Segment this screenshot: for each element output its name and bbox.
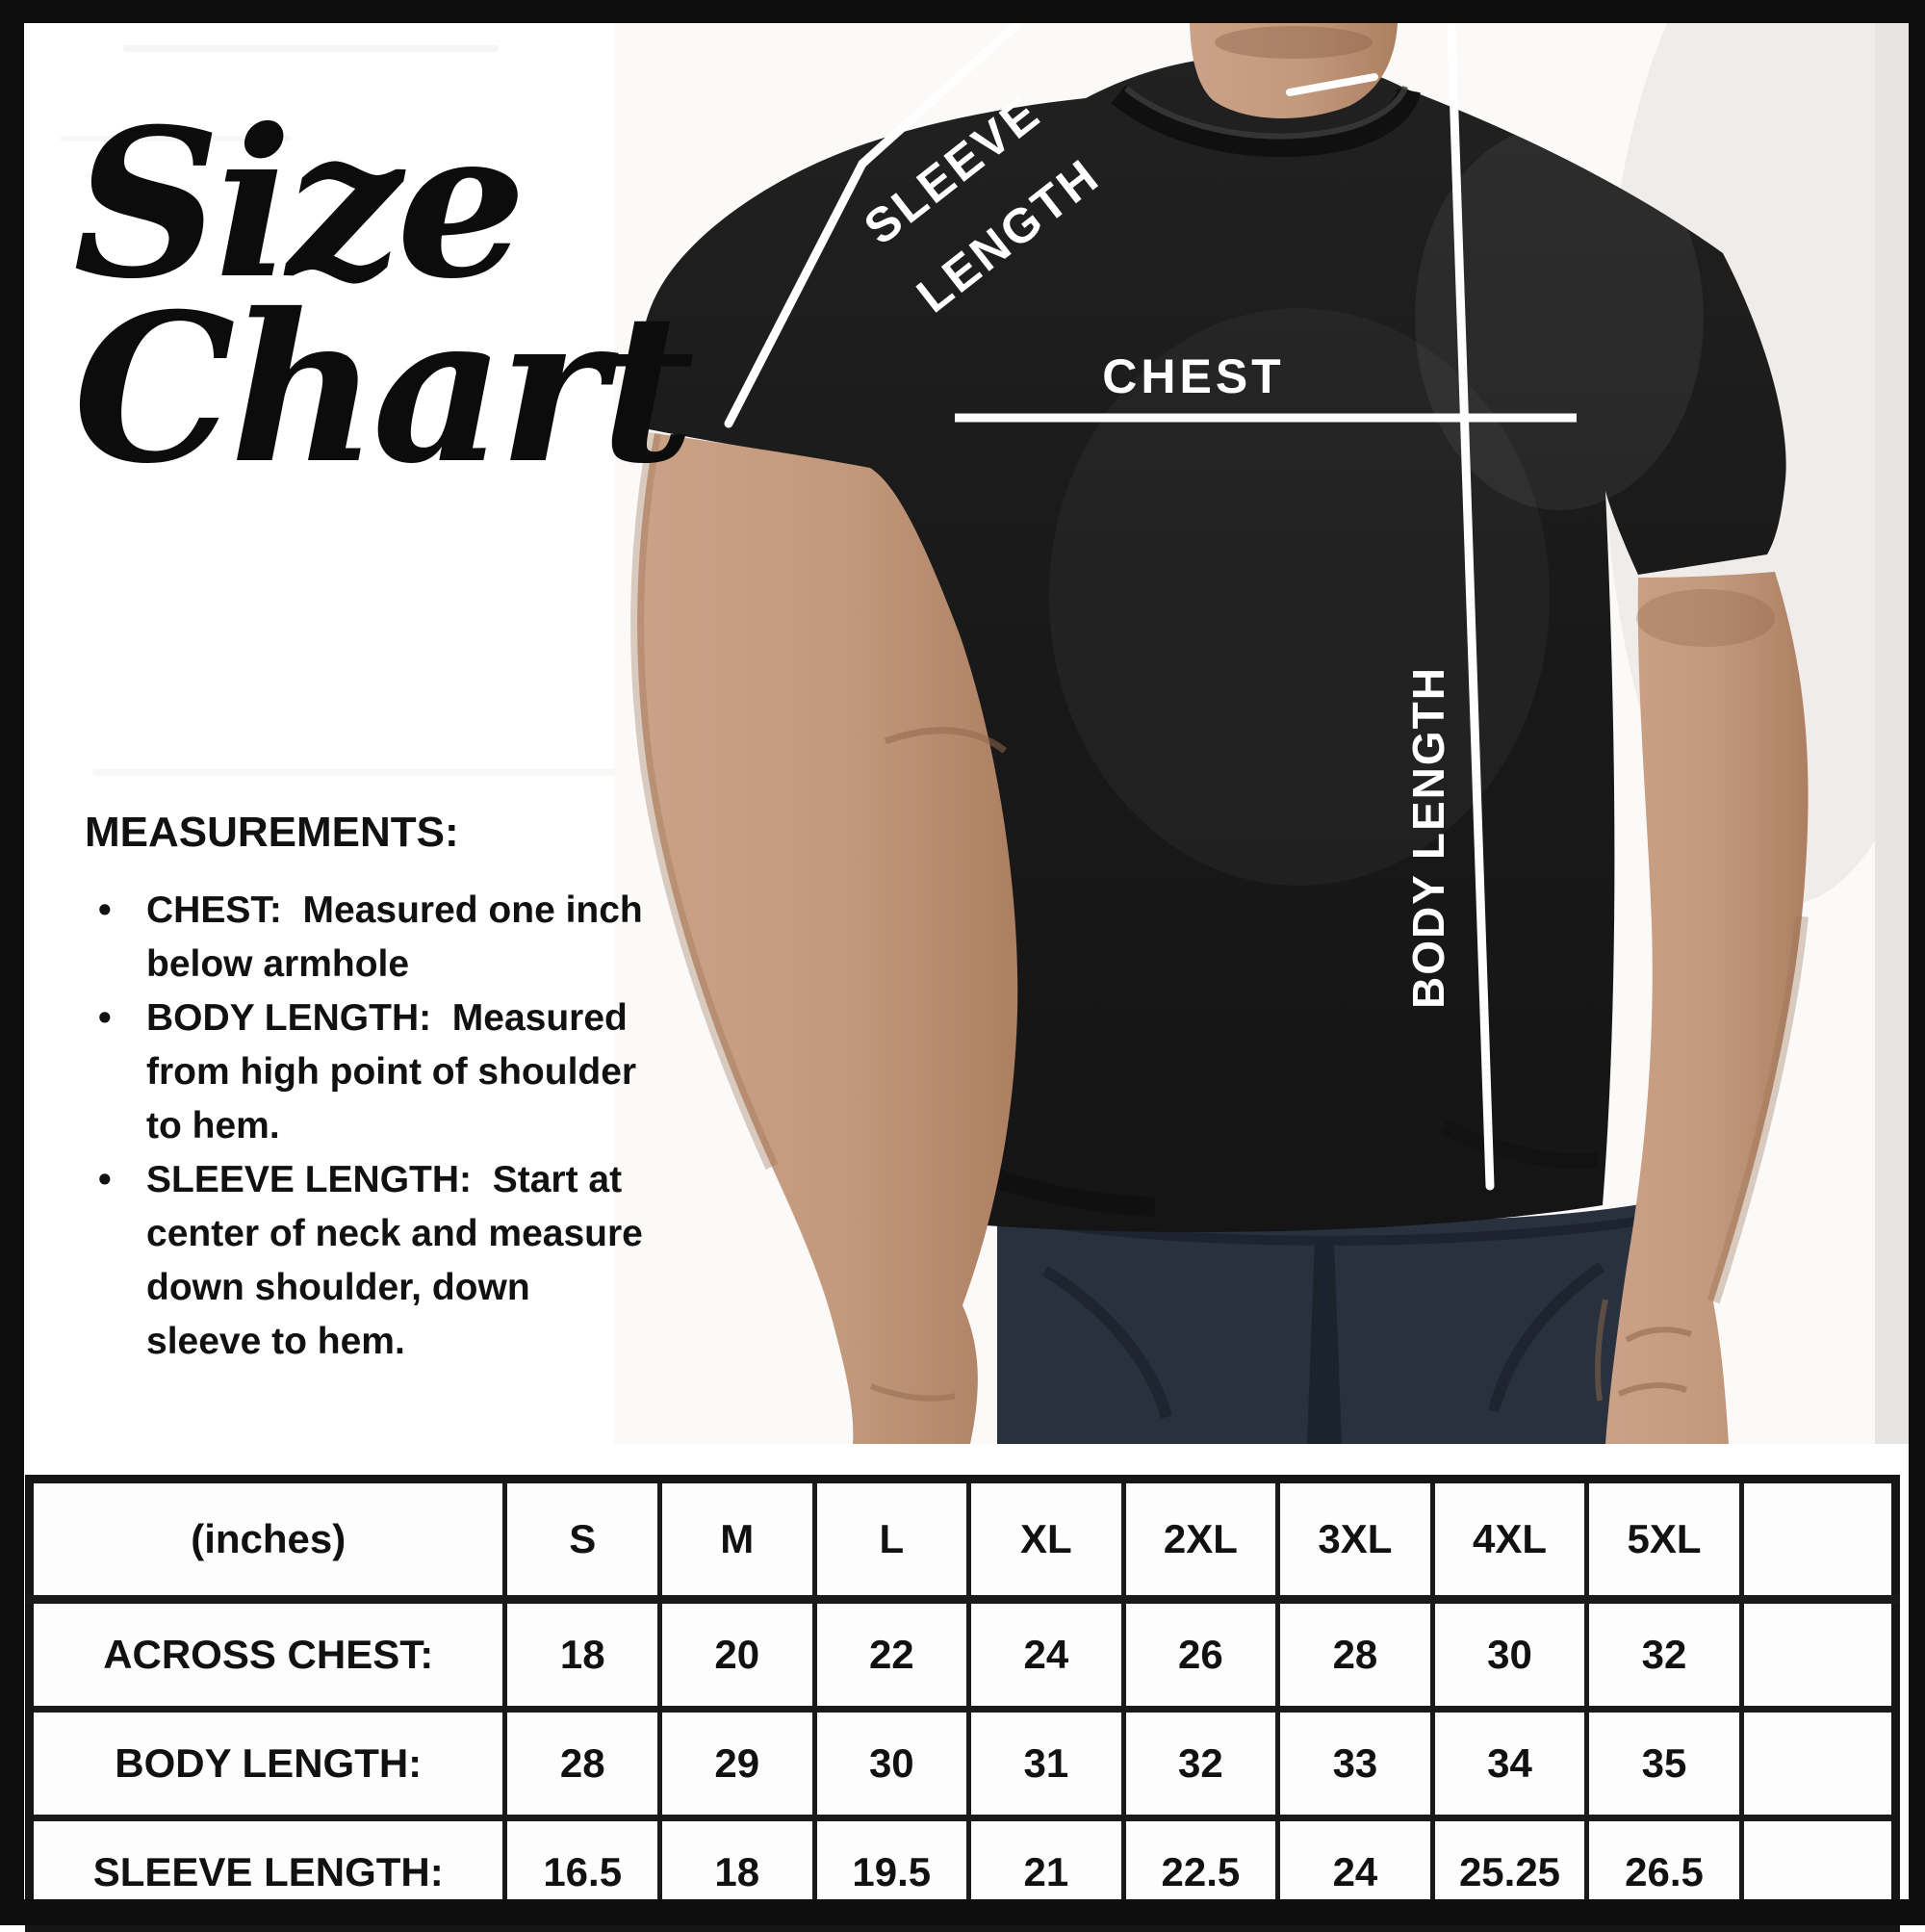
cell: 30	[1429, 1596, 1590, 1712]
measurement-bullet-sleeve-length: SLEEVE LENGTH: Start at center of neck a…	[98, 1153, 653, 1369]
cell: 26	[1120, 1596, 1281, 1712]
cell: 33	[1275, 1706, 1435, 1820]
body-length-label: BODY LENGTH	[1403, 666, 1453, 1009]
neck	[1190, 23, 1398, 118]
cell: 24	[966, 1596, 1126, 1712]
scan-artifact	[60, 136, 291, 142]
measurement-bullet-chest: CHEST: Measured one inch below armhole	[98, 884, 653, 992]
cell: 22	[811, 1596, 972, 1712]
cell: 30	[811, 1706, 972, 1820]
row-label: SLEEVE LENGTH:	[26, 1815, 508, 1930]
left-arm	[630, 431, 1018, 1444]
cell: 21	[966, 1815, 1126, 1930]
measurement-bullet-body-length: BODY LENGTH: Measured from high point of…	[98, 992, 653, 1153]
col-header-m: M	[656, 1477, 817, 1604]
title-line1: Size	[73, 84, 526, 323]
col-header-2xl: 2XL	[1120, 1477, 1281, 1604]
measurements-heading: MEASUREMENTS:	[85, 809, 459, 856]
cell: 16.5	[502, 1815, 662, 1930]
table-row-across-chest: ACROSS CHEST: 18 20 22 24 26 28 30 32	[26, 1596, 1899, 1712]
row-label: BODY LENGTH:	[26, 1706, 508, 1820]
row-label: ACROSS CHEST:	[26, 1596, 508, 1712]
cell: 28	[502, 1706, 662, 1820]
cell: 19.5	[811, 1815, 972, 1930]
cell: 28	[1275, 1596, 1435, 1712]
sleeve-measure-line	[724, 20, 1021, 428]
size-table: (inches) S M L XL 2XL 3XL 4XL 5XL ACROSS…	[25, 1475, 1900, 1932]
neck-center-tick	[1286, 73, 1378, 96]
col-header-5xl: 5XL	[1584, 1477, 1744, 1604]
measurements-section: MEASUREMENTS: CHEST: Measured one inch b…	[85, 809, 653, 1369]
table-row-sleeve-length: SLEEVE LENGTH: 16.5 18 19.5 21 22.5 24 2…	[26, 1815, 1899, 1930]
cell: 20	[656, 1596, 817, 1712]
title-line2: Chart	[73, 269, 695, 508]
scan-artifact	[92, 769, 631, 776]
cell: 32	[1120, 1706, 1281, 1820]
cell: 18	[656, 1815, 817, 1930]
body-length-measure-line	[1447, 24, 1495, 1191]
measurements-list: CHEST: Measured one inch below armhole B…	[85, 884, 653, 1369]
collar	[1111, 85, 1421, 158]
cell: 22.5	[1120, 1815, 1281, 1930]
cell: 25.25	[1429, 1815, 1590, 1930]
chest-label: CHEST	[1102, 349, 1284, 403]
cell: 24	[1275, 1815, 1435, 1930]
cell: 34	[1429, 1706, 1590, 1820]
unit-header-cell: (inches)	[26, 1477, 508, 1604]
cell-empty	[1738, 1815, 1899, 1930]
cell-empty	[1738, 1706, 1899, 1820]
col-header-3xl: 3XL	[1275, 1477, 1435, 1604]
cell-empty	[1738, 1596, 1899, 1712]
table-row-body-length: BODY LENGTH: 28 29 30 31 32 33 34 35	[26, 1706, 1899, 1820]
col-header-4xl: 4XL	[1429, 1477, 1590, 1604]
col-header-s: S	[502, 1477, 662, 1604]
col-header-empty	[1738, 1477, 1899, 1604]
size-table-header-row: (inches) S M L XL 2XL 3XL 4XL 5XL	[26, 1477, 1899, 1604]
scan-artifact	[123, 45, 499, 52]
page-title: Size Chart	[73, 102, 695, 491]
size-table-container: (inches) S M L XL 2XL 3XL 4XL 5XL ACROSS…	[25, 1475, 1900, 1932]
right-arm	[1595, 572, 1809, 1444]
cell: 32	[1584, 1596, 1744, 1712]
col-header-xl: XL	[966, 1477, 1126, 1604]
cell: 18	[502, 1596, 662, 1712]
cell: 26.5	[1584, 1815, 1744, 1930]
col-header-l: L	[811, 1477, 972, 1604]
cell: 31	[966, 1706, 1126, 1820]
cell: 35	[1584, 1706, 1744, 1820]
cell: 29	[656, 1706, 817, 1820]
